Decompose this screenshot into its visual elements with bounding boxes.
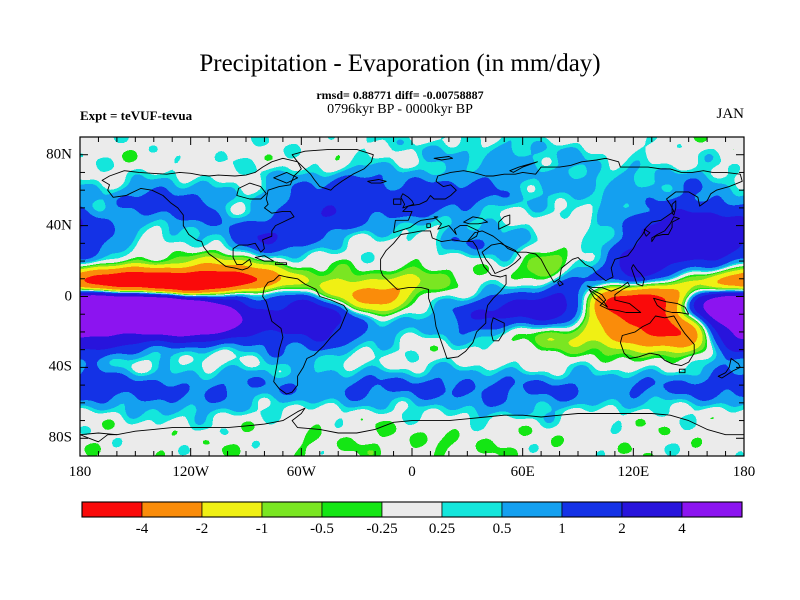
x-axis-tick-label: 180	[68, 464, 92, 480]
y-axis-tick-label: 40N	[46, 217, 72, 234]
y-axis-tick-label: 40S	[48, 358, 72, 375]
colorbar-tick-label: -4	[135, 521, 149, 537]
x-axis-tick-label: 60W	[286, 464, 316, 480]
colorbar-segment	[501, 501, 563, 518]
colorbar-tick-label: 4	[678, 521, 686, 537]
colorbar-tick-label: -2	[195, 521, 209, 537]
contour-field	[80, 137, 744, 456]
experiment-annotation: Expt = teVUF-tevua	[80, 108, 193, 123]
colorbar-tick-label: 0.5	[492, 521, 512, 537]
coastline-layer	[80, 148, 744, 443]
x-axis-tick-label: 180	[732, 464, 756, 480]
page-title: Precipitation - Evaporation (in mm/day)	[199, 50, 601, 77]
colorbar-segment	[201, 501, 263, 518]
colorbar-segment	[261, 501, 323, 518]
colorbar	[81, 501, 743, 518]
statistics-annotation: rmsd= 0.88771 diff= -0.00758887	[316, 88, 484, 102]
x-axis-tick-label: 60E	[510, 464, 535, 480]
x-axis-tick-label: 120E	[617, 464, 650, 480]
month-annotation: JAN	[716, 106, 744, 122]
axes-frame	[79, 136, 745, 457]
colorbar-tick-label: 0.25	[428, 521, 456, 537]
colorbar-tick-label: 2	[618, 521, 626, 537]
colorbar-tick-label: -1	[255, 521, 269, 537]
period-annotation: 0796kyr BP - 0000kyr BP	[327, 102, 473, 117]
colorbar-segment	[441, 501, 503, 518]
colorbar-segment	[561, 501, 623, 518]
colorbar-tick-label: 1	[558, 521, 566, 537]
colorbar-segment	[621, 501, 683, 518]
colorbar-segment	[381, 501, 443, 518]
colorbar-tick-label: -0.25	[366, 521, 398, 537]
x-axis-tick-label: 120W	[172, 464, 210, 480]
colorbar-tick-label: -0.5	[310, 521, 334, 537]
colorbar-segment	[141, 501, 203, 518]
y-axis-tick-label: 0	[64, 288, 73, 304]
colorbar-segment	[321, 501, 383, 518]
y-axis-tick-label: 80N	[46, 146, 72, 163]
x-axis-tick-label: 0	[408, 464, 416, 480]
colorbar-segment	[81, 501, 143, 518]
colorbar-segment	[681, 501, 743, 518]
y-axis-tick-label: 80S	[48, 429, 72, 446]
